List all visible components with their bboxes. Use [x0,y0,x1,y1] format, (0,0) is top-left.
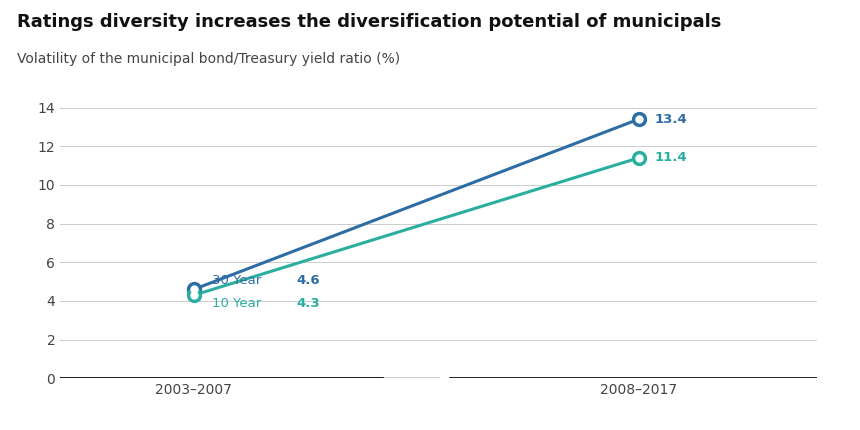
Text: 30 Year: 30 Year [212,274,265,287]
Text: 10 Year: 10 Year [212,298,265,310]
Text: Volatility of the municipal bond/Treasury yield ratio (%): Volatility of the municipal bond/Treasur… [17,52,400,66]
Text: 4.6: 4.6 [296,274,320,287]
Text: 4.3: 4.3 [296,298,320,310]
Text: Ratings diversity increases the diversification potential of municipals: Ratings diversity increases the diversif… [17,13,722,31]
Text: 11.4: 11.4 [654,151,687,164]
Text: 13.4: 13.4 [654,113,687,126]
